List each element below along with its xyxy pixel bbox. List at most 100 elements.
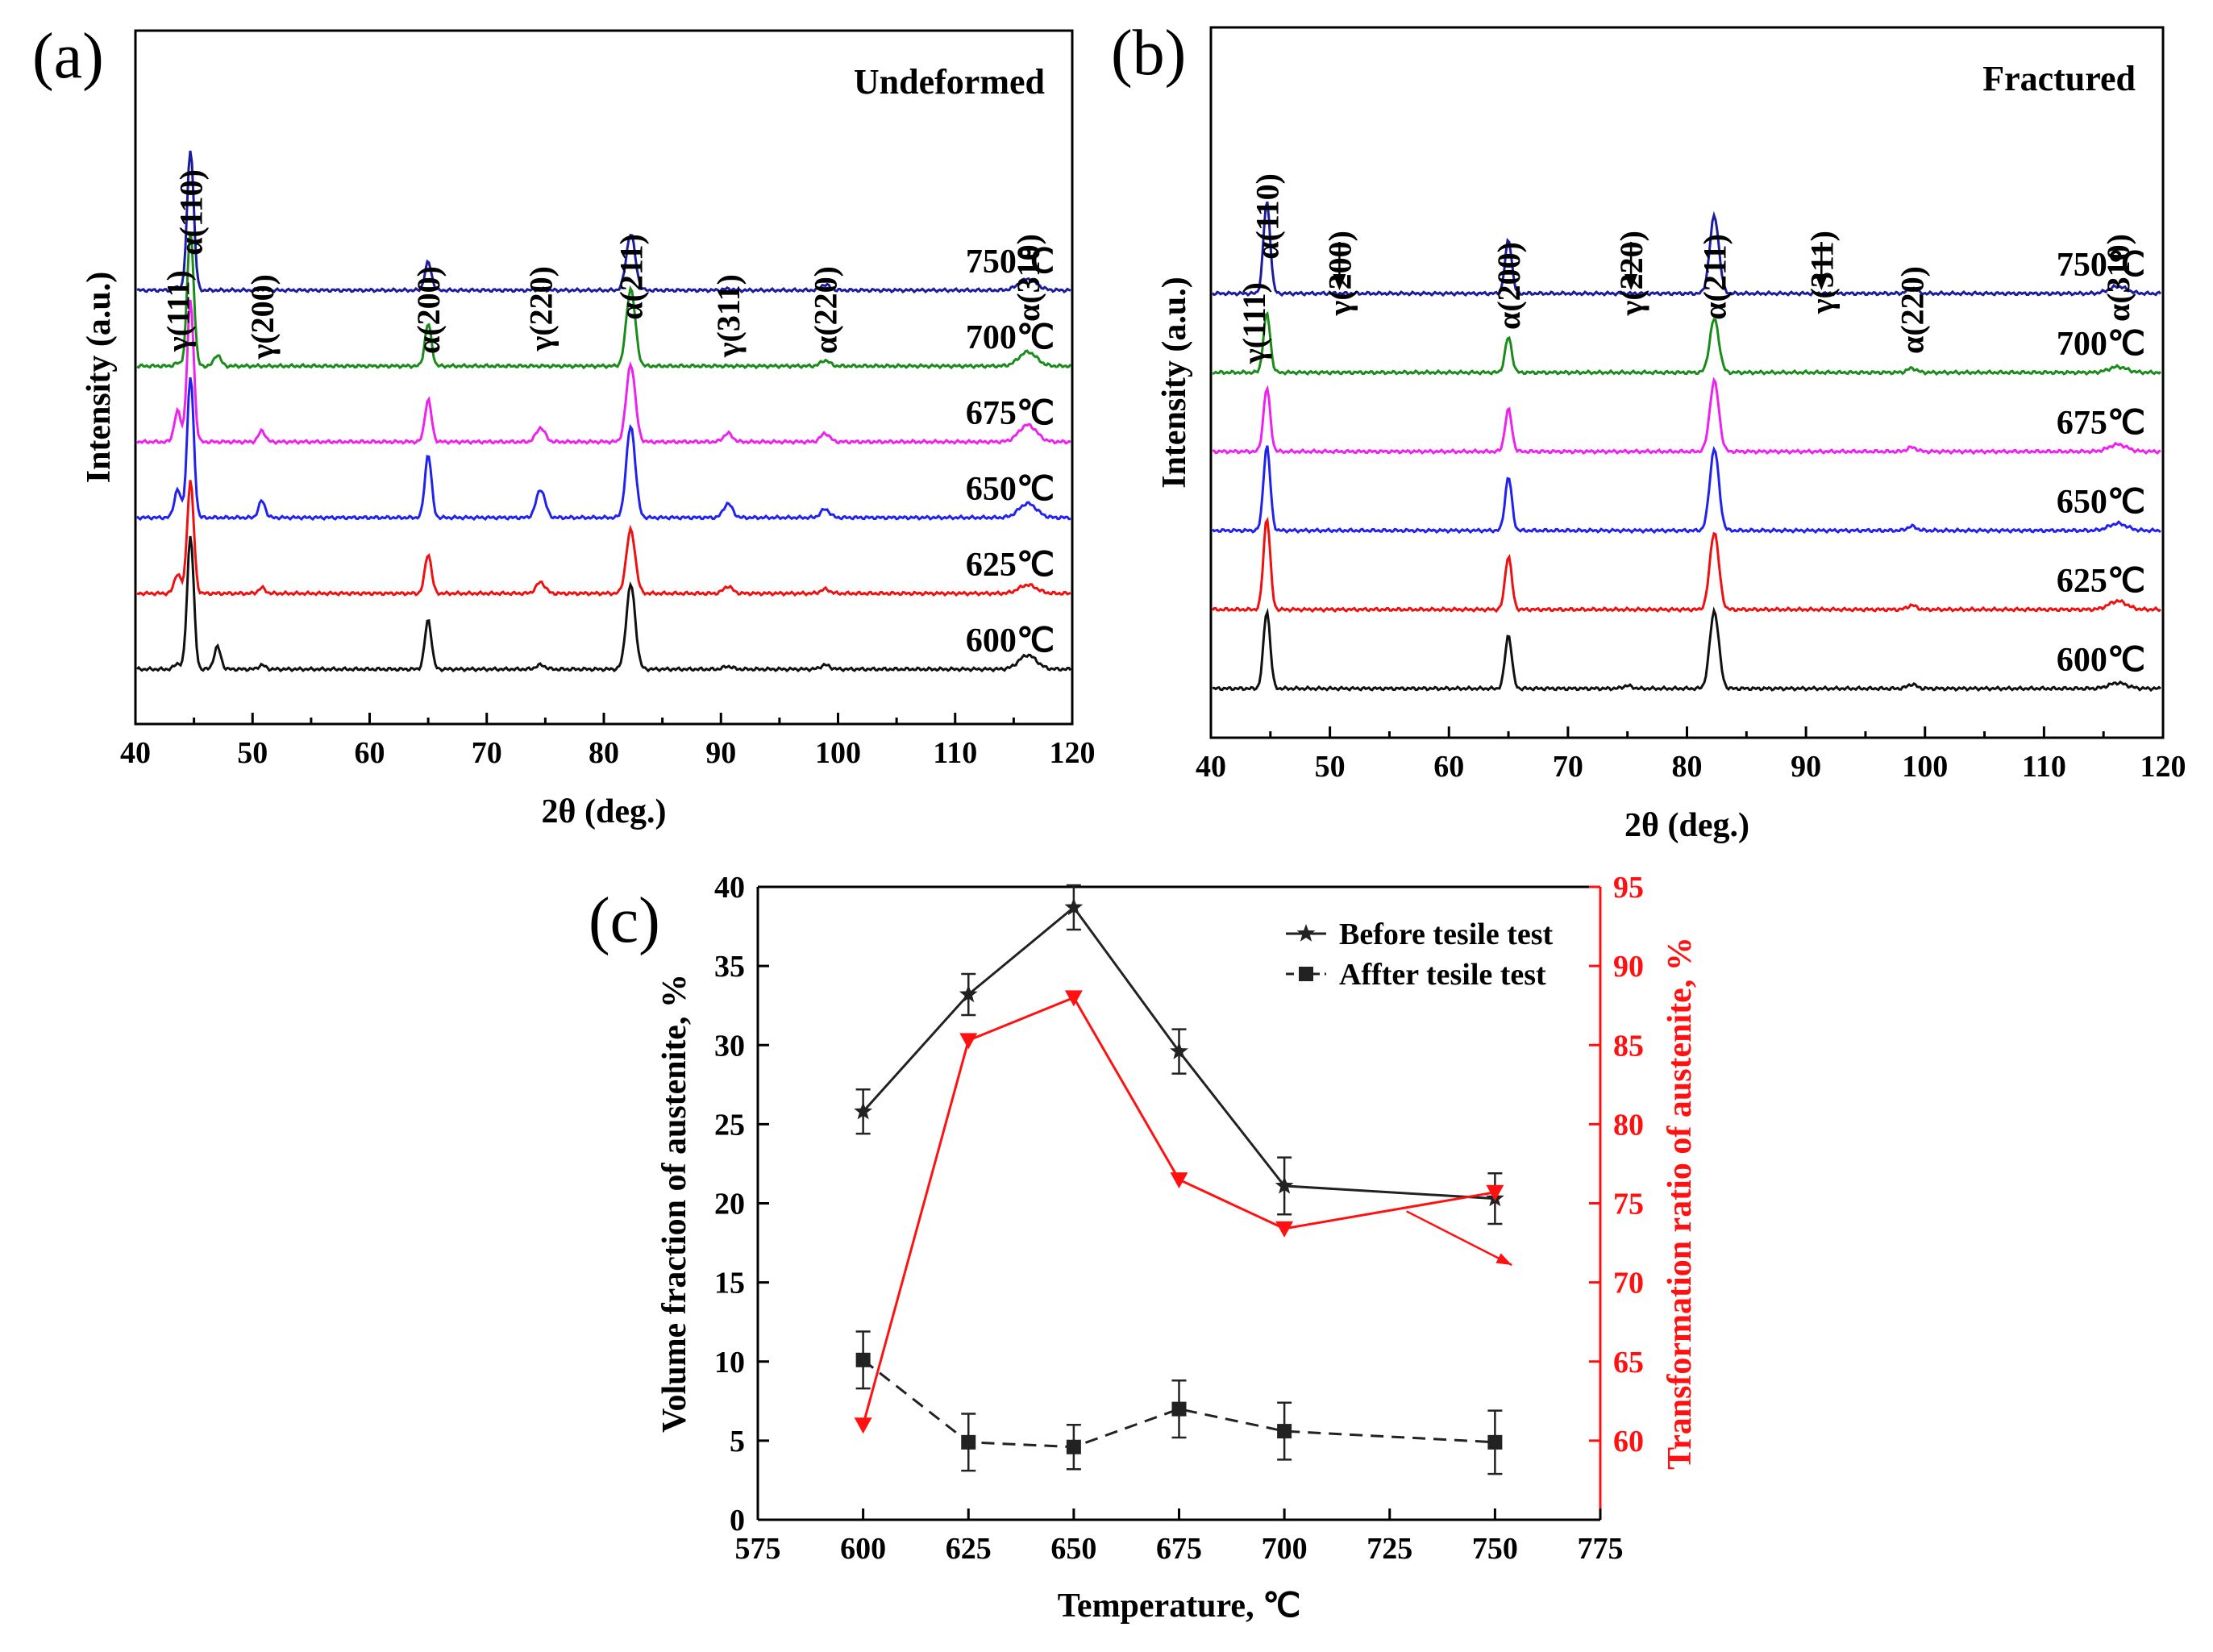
- condition-label: Undeformed: [854, 62, 1045, 102]
- x-tick-label: 120: [1050, 736, 1096, 770]
- peak-label: α(211): [613, 234, 649, 320]
- x-tick-label: 100: [1902, 750, 1948, 784]
- x-axis-title: 2θ (deg.): [1624, 807, 1749, 844]
- temperature-label: 625℃: [2057, 563, 2145, 600]
- xrd-trace-600℃: [135, 535, 1072, 673]
- data-point: [854, 1101, 872, 1120]
- y-axis-title: Volume fraction of austenite, %: [656, 974, 693, 1433]
- x-tick-label: 60: [355, 736, 385, 770]
- x-tick-label: 50: [1315, 750, 1346, 784]
- peak-label: α(310): [2100, 234, 2136, 322]
- x-tick-label: 40: [120, 736, 151, 770]
- x-axis-title: Temperature, ℃: [1058, 1588, 1300, 1625]
- peak-label: α(110): [1249, 173, 1285, 260]
- x-tick-label: 700: [1262, 1532, 1308, 1566]
- x-tick-label: 90: [705, 736, 736, 770]
- legend-label: Before tesile test: [1339, 918, 1554, 951]
- peak-label: α(220): [808, 266, 844, 354]
- series-line-0: [862, 905, 1495, 1201]
- x-tick-label: 110: [2022, 750, 2066, 784]
- panel-a-xrd-undeformed: 40 50 60 70 80 90 100 110 120 2θ (deg.) Intensity …: [32, 21, 1096, 830]
- series-line-1: [862, 1359, 1495, 1449]
- data-point: [1064, 897, 1084, 916]
- x-tick-label: 725: [1366, 1532, 1412, 1566]
- data-point: [961, 1434, 976, 1450]
- y-tick-label: 10: [714, 1346, 745, 1379]
- annotation-arrow: [1406, 1210, 1512, 1267]
- peak-label: γ(311): [710, 274, 747, 358]
- peak-label: α(310): [1010, 234, 1046, 322]
- series-line-2: [862, 996, 1495, 1425]
- x-tick-label: 600: [840, 1532, 886, 1566]
- plot-frame: [1209, 26, 2165, 739]
- peak-label: α(200): [410, 266, 447, 354]
- xrd-trace-650℃: [135, 377, 1071, 522]
- plot-frame: [134, 29, 1074, 726]
- peak-arrowhead: [1333, 274, 1346, 290]
- x-tick-label: 100: [815, 736, 861, 770]
- x-tick-label: 750: [1472, 1532, 1518, 1566]
- y2-tick-label: 80: [1613, 1108, 1644, 1142]
- y2-tick-label: 75: [1613, 1188, 1644, 1221]
- data-point: [1171, 1401, 1187, 1417]
- x-tick-label: 625: [946, 1532, 992, 1566]
- x-tick-label: 50: [237, 736, 268, 770]
- x-tick-label: 90: [1791, 750, 1821, 784]
- temperature-label: 700℃: [966, 319, 1055, 356]
- y-tick-label: 20: [714, 1188, 745, 1221]
- x-tick-label: 575: [735, 1532, 781, 1566]
- panel-label: (a): [32, 21, 104, 92]
- y2-tick-label: 70: [1613, 1267, 1644, 1300]
- temperature-label: 675℃: [2057, 405, 2145, 442]
- legend-marker: [1296, 924, 1316, 942]
- x-tick-label: 650: [1050, 1532, 1096, 1566]
- temperature-label: 625℃: [966, 547, 1055, 584]
- temperature-label: 750℃: [2057, 247, 2145, 284]
- peak-label: α(220): [1895, 266, 1931, 354]
- y-tick-label: 5: [730, 1425, 745, 1459]
- y-tick-label: 30: [714, 1029, 745, 1063]
- y2-tick-label: 60: [1613, 1425, 1644, 1459]
- data-point: [1277, 1424, 1292, 1439]
- xrd-trace-700℃: [136, 231, 1072, 370]
- peak-arrowhead: [1624, 274, 1638, 290]
- panel-label: (c): [589, 885, 660, 956]
- legend-marker: [1299, 967, 1313, 981]
- x-tick-label: 70: [472, 736, 502, 770]
- temperature-label: 750℃: [966, 243, 1055, 281]
- xrd-trace-700℃: [1212, 311, 2162, 377]
- y2-tick-label: 85: [1613, 1029, 1644, 1063]
- data-point: [1064, 990, 1083, 1007]
- data-point: [1486, 1184, 1504, 1201]
- x-tick-label: 80: [589, 736, 619, 770]
- peak-label: γ(220): [523, 266, 559, 352]
- xrd-trace-750℃: [1211, 201, 2162, 298]
- data-point: [1275, 1176, 1294, 1194]
- xrd-trace-750℃: [136, 150, 1071, 294]
- x-tick-label: 80: [1672, 750, 1703, 784]
- xrd-trace-650℃: [1211, 445, 2161, 535]
- data-point: [959, 1033, 978, 1050]
- y-tick-label: 25: [714, 1108, 745, 1142]
- y2-tick-label: 65: [1613, 1346, 1644, 1379]
- y2-axis-title: Transformation ratio of austenite, %: [1662, 937, 1699, 1470]
- x-tick-label: 775: [1578, 1532, 1624, 1566]
- x-tick-label: 675: [1156, 1532, 1202, 1566]
- peak-label: γ(111): [1236, 282, 1272, 364]
- y-tick-label: 35: [714, 950, 745, 984]
- y-tick-label: 40: [714, 871, 745, 905]
- panel-c-austenite-vs-temperature: 575 600 625 650 675 700 725 750 775 0 5 10 15 20 25 30 3…: [589, 871, 1699, 1625]
- annotation-arrowhead: [1495, 1253, 1512, 1266]
- condition-label: Fractured: [1982, 59, 2136, 98]
- panel-label: (b): [1111, 18, 1186, 89]
- peak-label: γ(200): [244, 274, 281, 360]
- x-tick-label: 40: [1196, 750, 1226, 784]
- data-point: [1066, 1439, 1081, 1454]
- x-tick-label: 110: [933, 736, 977, 770]
- x-tick-label: 60: [1433, 750, 1464, 784]
- xrd-trace-625℃: [136, 480, 1071, 597]
- y2-tick-label: 95: [1613, 871, 1644, 905]
- temperature-label: 675℃: [966, 395, 1055, 432]
- peak-arrowhead: [1815, 274, 1828, 290]
